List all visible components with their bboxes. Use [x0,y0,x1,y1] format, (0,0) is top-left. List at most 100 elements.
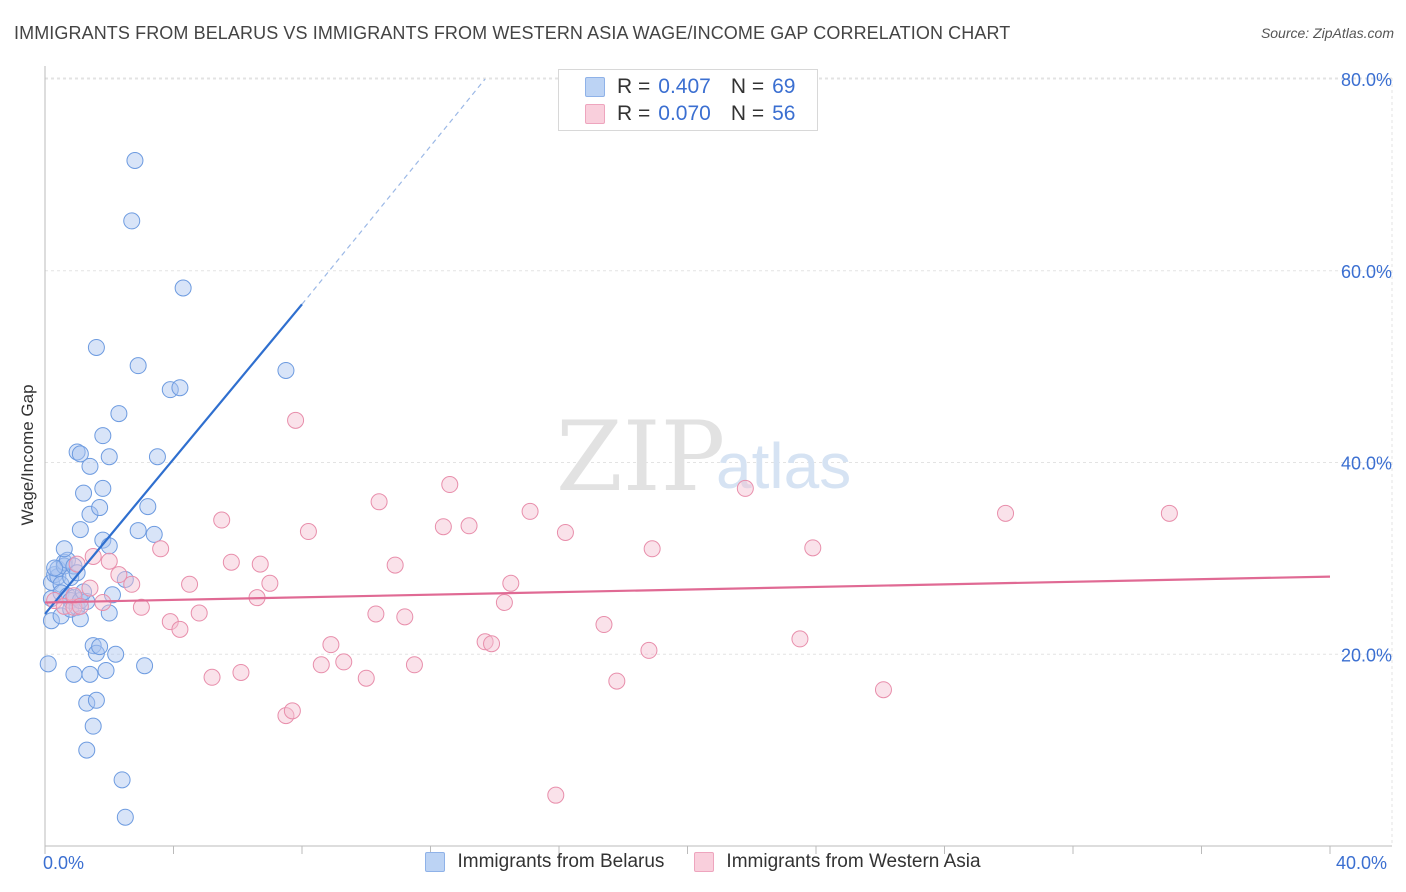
y-axis-title: Wage/Income Gap [18,384,37,526]
point-belarus [100,604,118,622]
point-belarus [55,553,73,571]
trendline-belarus [44,303,303,615]
legend-n-label: N = [730,75,765,98]
trend-lines [44,78,1331,615]
point-western-asia [521,502,539,520]
point-western-asia [132,598,150,616]
point-belarus [136,657,154,675]
point-western-asia [251,555,269,573]
point-belarus [46,566,64,584]
point-western-asia [287,411,305,429]
point-western-asia [405,656,423,674]
point-belarus [100,448,118,466]
point-western-asia [804,539,822,557]
point-western-asia [643,540,661,558]
trendline-western-asia [44,575,1331,604]
point-belarus [126,151,144,169]
point-western-asia [232,663,250,681]
legend-r-value-western-asia: 0.070 [658,102,711,125]
point-belarus [123,212,141,230]
point-western-asia [396,608,414,626]
point-western-asia [502,574,520,592]
point-western-asia [181,575,199,593]
legend-row-western-asia: R = 0.070 N = 56 [585,101,795,127]
watermark-atlas: atlas [716,430,851,502]
point-belarus [42,612,60,630]
point-belarus [39,655,57,673]
x-tick-label-max: 40.0% [1336,853,1388,873]
legend-swatch-western-asia [694,852,715,872]
point-belarus [97,662,115,680]
point-belarus [116,808,134,826]
x-tick-label-min: 0.0% [43,853,85,873]
point-western-asia [370,493,388,511]
legend-swatch-belarus [585,77,605,97]
point-western-asia [495,593,513,611]
series-legend: Immigrants from Belarus Immigrants from … [0,851,1406,873]
point-western-asia [81,579,99,597]
legend-r-label: R = [617,75,651,98]
point-belarus [71,521,89,539]
point-western-asia [483,635,501,653]
point-belarus [78,741,96,759]
trendline-belarus-extension [301,78,486,305]
point-belarus [71,445,89,463]
point-western-asia [441,476,459,494]
point-western-asia [434,518,452,536]
point-western-asia [335,653,353,671]
legend-n-value-western-asia: 56 [772,102,796,125]
point-belarus [65,665,83,683]
point-western-asia [547,786,565,804]
point-belarus [139,498,157,516]
point-belarus [129,522,147,540]
watermark-zip: ZIP [556,401,725,513]
point-belarus [52,607,70,625]
point-western-asia [367,605,385,623]
point-belarus [78,694,96,712]
point-belarus [277,361,295,379]
point-western-asia [322,636,340,654]
point-western-asia [213,511,231,529]
legend-row-belarus: R = 0.407 N = 69 [585,74,795,100]
legend-swatch-western-asia [585,104,605,124]
point-belarus [91,638,109,656]
point-belarus [87,338,105,356]
point-western-asia [123,575,141,593]
point-belarus [68,443,86,461]
point-belarus [91,499,109,517]
point-western-asia [110,566,128,584]
axes [44,66,1392,854]
y-tick-label: 20.0% [1341,645,1392,665]
point-belarus [94,427,112,445]
y-tick-label: 60.0% [1341,262,1392,282]
point-western-asia [595,616,613,634]
point-belarus [100,537,118,555]
point-western-asia [100,552,118,570]
point-western-asia [608,672,626,690]
legend-label-belarus: Immigrants from Belarus [457,851,665,872]
point-western-asia [476,633,494,651]
point-western-asia [556,523,574,541]
chart-title: IMMIGRANTS FROM BELARUS VS IMMIGRANTS FR… [14,23,1011,43]
series-belarus-points [39,151,295,826]
point-belarus [145,525,163,543]
y-tick-label: 40.0% [1341,454,1392,474]
point-belarus [81,665,99,683]
point-belarus [129,357,147,375]
legend-n-value-belarus: 69 [772,75,796,98]
legend-label-western-asia: Immigrants from Western Asia [726,851,981,872]
point-belarus [81,457,99,475]
point-western-asia [874,681,892,699]
point-belarus [75,484,93,502]
legend-swatch-belarus [425,852,446,872]
point-western-asia [357,669,375,687]
point-belarus [46,559,64,577]
point-belarus [81,505,99,523]
correlation-legend: R = 0.407 N = 69 R = 0.070 N = 56 [558,69,818,131]
point-western-asia [791,630,809,648]
point-western-asia [1160,504,1178,522]
point-belarus [55,540,73,558]
legend-n-label: N = [730,102,765,125]
